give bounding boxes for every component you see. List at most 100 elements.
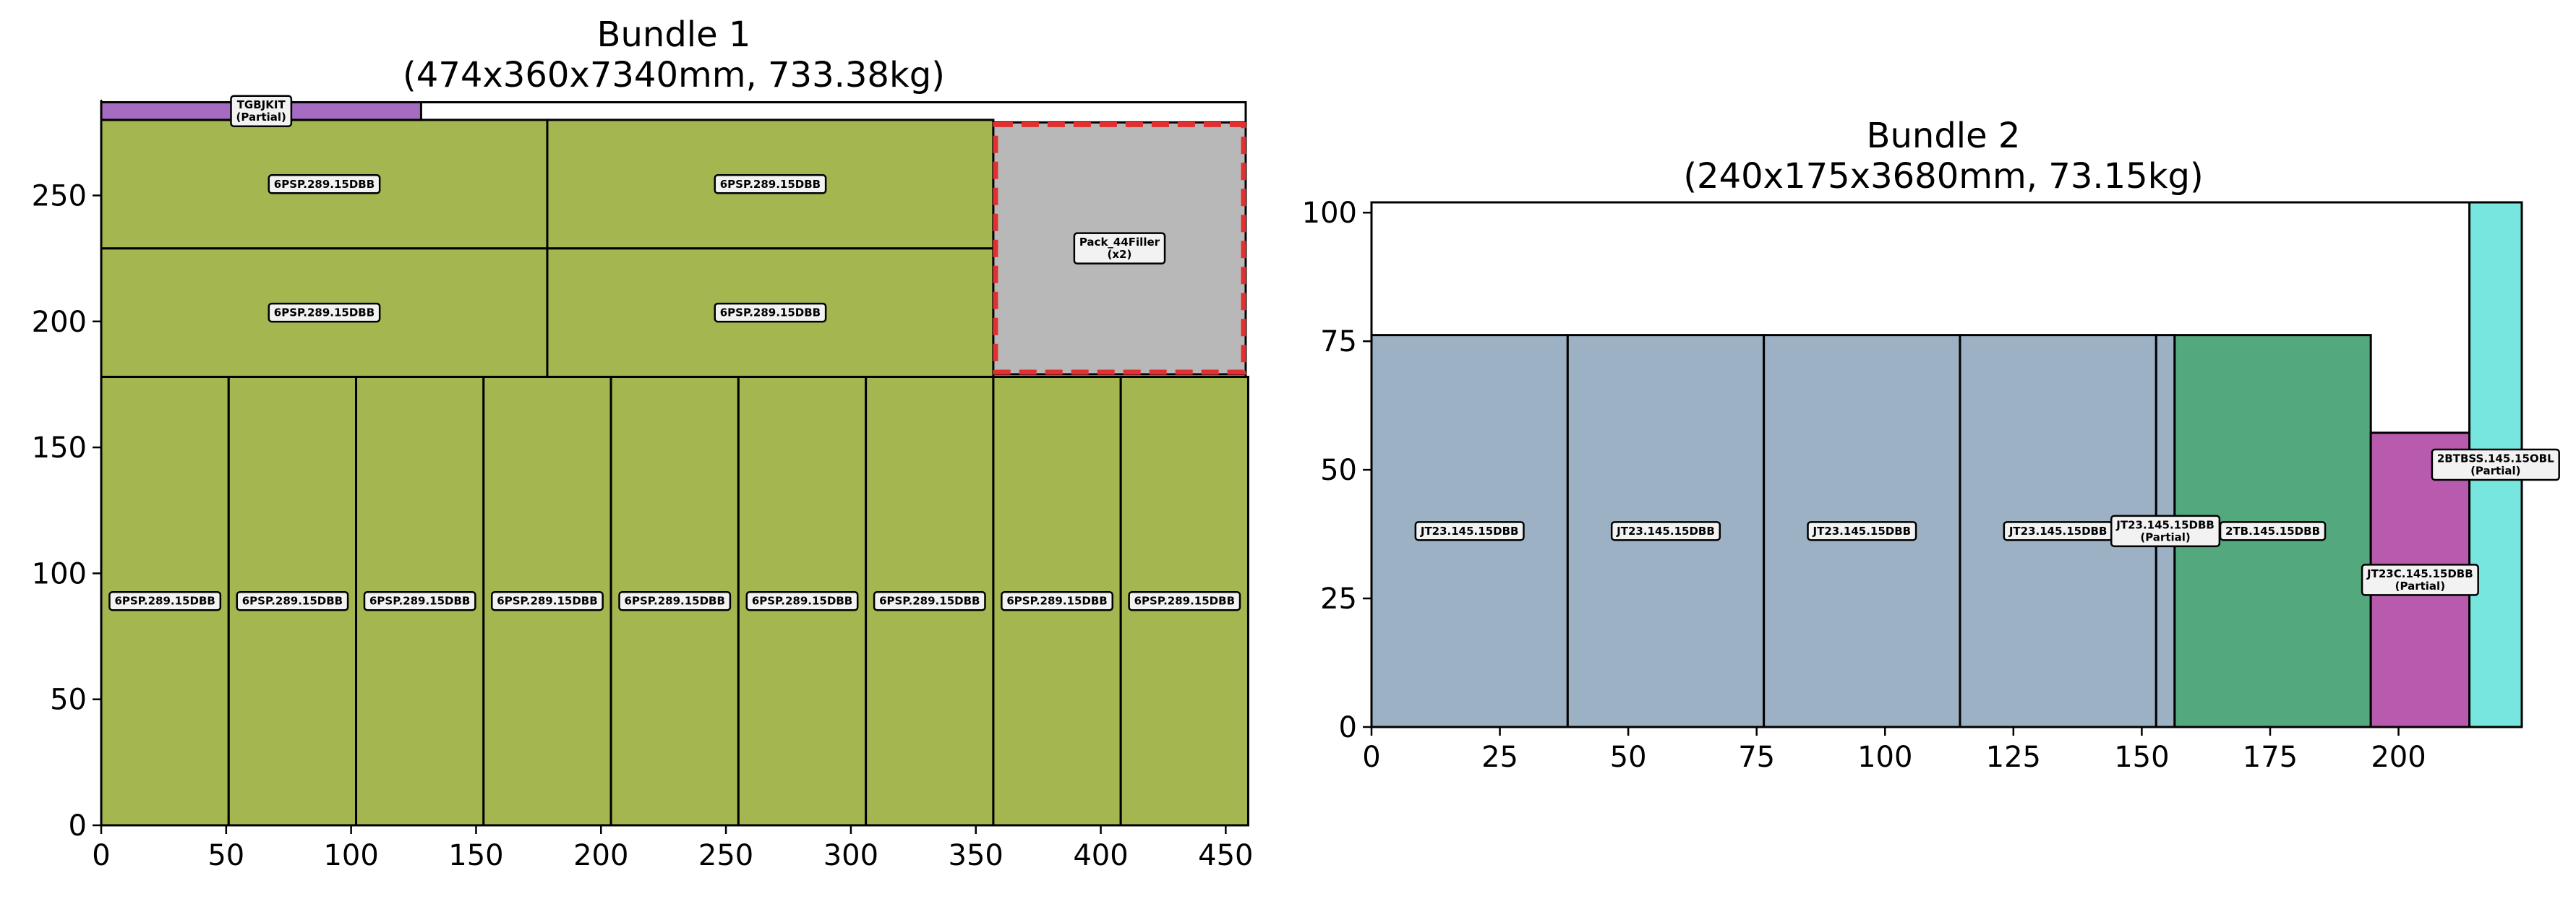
- bundle-2-x-tick-label: 50: [1610, 741, 1647, 774]
- bundle-1-item-label-3: 6PSP.289.15DBB: [491, 590, 604, 611]
- bundle-2-item-label-text-1-0: JT23.145.15DBB: [1616, 525, 1715, 538]
- bundle-1-item-label-8: 6PSP.289.15DBB: [1128, 590, 1241, 611]
- bundle-2-item-label-box-2: [1807, 521, 1917, 541]
- bundle-2-y-tick-label: 0: [1339, 711, 1357, 744]
- bundle-2-item-label-box-5: [2219, 521, 2327, 541]
- bundle-1-item-label-4: 6PSP.289.15DBB: [618, 590, 732, 611]
- bundle-2-title-line1: Bundle 2: [1867, 116, 2021, 156]
- bundle-2-item-label-text-3-0: JT23.145.15DBB: [2008, 525, 2108, 538]
- bundle-2-item-label-2: JT23.145.15DBB: [1807, 521, 1917, 541]
- bundle-2-item-label-text-6-0: JT23C.145.15DBB: [2366, 567, 2473, 580]
- bundle-1-item-label-box-6: [873, 590, 986, 611]
- bundle-1-item-label-box-12: [714, 174, 827, 194]
- bundle-1-item-label-text-14-1: (Partial): [236, 111, 286, 124]
- bundle-1-x-tick-label: 400: [1073, 839, 1128, 872]
- bundle-1-item-label-box-5: [745, 590, 859, 611]
- bundle-2-item-label-5: 2TB.145.15DBB: [2219, 521, 2327, 541]
- bundle-1-y-tick-label: 100: [32, 557, 87, 590]
- bundle-1-item-label-box-7: [1001, 590, 1113, 611]
- bundle-2-item-label-text-0-0: JT23.145.15DBB: [1420, 525, 1519, 538]
- bundle-1-item-label-box-3: [491, 590, 604, 611]
- bundle-1-item-label-text-7-0: 6PSP.289.15DBB: [1006, 595, 1107, 608]
- bundle-2-x-tick-label: 75: [1738, 741, 1775, 774]
- bundle-2-y-tick-label: 50: [1320, 454, 1357, 487]
- bundle-1-item-label-text-9-0: 6PSP.289.15DBB: [274, 306, 375, 319]
- bundle-1-filler-outline: [993, 121, 1246, 375]
- bundle-1-item-label-text-4-0: 6PSP.289.15DBB: [625, 595, 725, 608]
- bundle-2-y-tick-label: 75: [1320, 325, 1357, 358]
- bundle-1-item-label-box-2: [363, 590, 476, 611]
- bundle-1-item-label-14: TGBJKIT(Partial): [230, 95, 293, 127]
- bundle-1-y-tick-label: 150: [32, 431, 87, 465]
- bundle-2-item-label-text-7-0: 2BTBSS.145.15OBL: [2437, 452, 2554, 465]
- bundle-1-item-label-2: 6PSP.289.15DBB: [363, 590, 476, 611]
- bundle-2-chart: Bundle 2 (240x175x3680mm, 73.15kg) JT23.…: [1302, 116, 2560, 774]
- bundle-1-item-label-text-5-0: 6PSP.289.15DBB: [752, 595, 852, 608]
- bundle-2-y-tick-label: 100: [1302, 197, 1357, 230]
- bundle-1-item-label-box-4: [618, 590, 732, 611]
- bundle-1-item-label-box-0: [108, 590, 222, 611]
- bundle-1-title-line1: Bundle 1: [597, 14, 751, 55]
- bundle-2-item-label-3: JT23.145.15DBB: [2003, 521, 2113, 541]
- bundle-2-item-label-1: JT23.145.15DBB: [1610, 521, 1721, 541]
- bundle-1-item-label-10: 6PSP.289.15DBB: [714, 302, 827, 323]
- bundle-1-item-label-text-3-0: 6PSP.289.15DBB: [497, 595, 597, 608]
- bundle-2-item-label-6: JT23C.145.15DBB(Partial): [2361, 564, 2479, 596]
- bundle-1-x-tick-label: 450: [1198, 839, 1253, 872]
- bundle-1-item-label-5: 6PSP.289.15DBB: [745, 590, 859, 611]
- bundle-1-x-tick-label: 250: [698, 839, 753, 872]
- bundle-1-item-label-box-11: [268, 174, 381, 194]
- bundle-1-item-label-text-11-0: 6PSP.289.15DBB: [274, 178, 375, 191]
- bundle-1-item-label-9: 6PSP.289.15DBB: [268, 302, 381, 323]
- bundle-1-x-tick-label: 0: [92, 839, 110, 872]
- bundle-2-item-label-text-6-1: (Partial): [2395, 580, 2445, 593]
- bundle-2-x-tick-label: 150: [2114, 741, 2169, 774]
- bundle-1-item-label-0: 6PSP.289.15DBB: [108, 590, 222, 611]
- bundle-1-x-tick-label: 150: [448, 839, 503, 872]
- bundle-2-item-label-text-5-0: 2TB.145.15DBB: [2225, 525, 2320, 538]
- bundle-2-item-label-text-7-1: (Partial): [2470, 465, 2520, 478]
- bundle-1-x-tick-label: 350: [949, 839, 1004, 872]
- bundle-2-x-tick-label: 125: [1986, 741, 2041, 774]
- bundle-1-item-label-7: 6PSP.289.15DBB: [1001, 590, 1113, 611]
- bundle-1-item-label-1: 6PSP.289.15DBB: [236, 590, 349, 611]
- bundle-1-item-label-13: Pack_44Filler(x2): [1073, 232, 1166, 264]
- bundle-2-item-label-box-6: [2361, 564, 2479, 596]
- bundle-1-item-label-11: 6PSP.289.15DBB: [268, 174, 381, 194]
- bundle-1-item-label-text-2-0: 6PSP.289.15DBB: [369, 595, 470, 608]
- bundle-1-item-label-box-14: [230, 95, 293, 127]
- bundle-1-item-label-box-13: [1073, 232, 1166, 264]
- bundle-1-item-label-box-10: [714, 302, 827, 323]
- bundle-1-item-label-box-8: [1128, 590, 1241, 611]
- bundle-1-x-tick-label: 200: [573, 839, 628, 872]
- bundle-1-item-label-box-1: [236, 590, 349, 611]
- bundle-2-x-tick-label: 100: [1857, 741, 1912, 774]
- bundle-2-item-label-box-0: [1414, 521, 1525, 541]
- bundle-1-x-tick-label: 300: [823, 839, 878, 872]
- bundle-1-chart: Bundle 1 (474x360x7340mm, 733.38kg) 6PSP…: [32, 14, 1254, 872]
- bundle-1-y-tick-label: 50: [50, 684, 87, 717]
- bundle-2-x-tick-label: 0: [1362, 741, 1380, 774]
- bundle-2-item-label-0: JT23.145.15DBB: [1414, 521, 1525, 541]
- bundle-1-item-label-text-10-0: 6PSP.289.15DBB: [720, 306, 821, 319]
- bundle-1-x-tick-label: 50: [207, 839, 244, 872]
- bundle-2-y-tick-label: 25: [1320, 582, 1357, 616]
- bundle-2-item-label-text-4-0: JT23.145.15DBB: [2115, 518, 2215, 531]
- bundle-1-item-label-text-13-0: Pack_44Filler: [1079, 236, 1160, 249]
- bundle-2-x-tick-label: 25: [1481, 741, 1518, 774]
- bundle-1-y-tick-label: 0: [69, 809, 87, 843]
- bundle-1-title-line2: (474x360x7340mm, 733.38kg): [403, 55, 945, 95]
- bundle-2-item-label-box-1: [1610, 521, 1721, 541]
- bundle-1-item-label-6: 6PSP.289.15DBB: [873, 590, 986, 611]
- bundle-2-item-label-7: 2BTBSS.145.15OBL(Partial): [2431, 448, 2560, 481]
- bundle-2-title-line2: (240x175x3680mm, 73.15kg): [1683, 156, 2203, 197]
- bundle-1-item-label-text-1-0: 6PSP.289.15DBB: [242, 595, 343, 608]
- bundle-2-item-label-text-2-0: JT23.145.15DBB: [1813, 525, 1912, 538]
- bundle-1-item-label-text-14-0: TGBJKIT: [237, 98, 286, 111]
- bundle-1-item-label-text-12-0: 6PSP.289.15DBB: [720, 178, 821, 191]
- bundle-1-item-label-text-13-1: (x2): [1108, 248, 1132, 261]
- bundle-1-item-label-box-9: [268, 302, 381, 323]
- bundle-1-item-label-text-6-0: 6PSP.289.15DBB: [879, 595, 980, 608]
- bundle-2-item-label-4: JT23.145.15DBB(Partial): [2110, 515, 2221, 548]
